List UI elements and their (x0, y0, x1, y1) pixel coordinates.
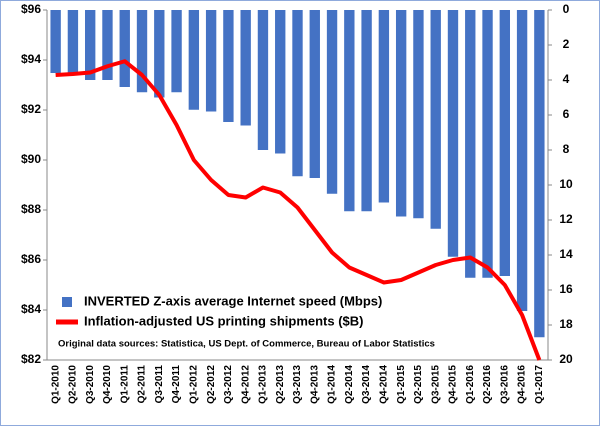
x-tick-label: Q1-2014 (327, 365, 338, 404)
line (55, 59, 542, 361)
x-tick-label: Q2-2010 (68, 365, 79, 404)
y-tick-label: $96 (21, 2, 41, 16)
y2-tick-label: 20 (559, 352, 573, 366)
y2-tick-label: 14 (559, 247, 573, 261)
bar (499, 10, 510, 276)
x-tick-label: Q1-2017 (534, 365, 545, 404)
bar (361, 10, 372, 212)
bar (188, 10, 200, 110)
bar (534, 10, 545, 338)
y-tick-label: $86 (21, 252, 41, 266)
bar (223, 10, 234, 122)
bar (240, 10, 251, 126)
y2-tick-label: 16 (559, 282, 573, 296)
x-tick-label: Q2-2016 (482, 365, 493, 404)
bar (50, 10, 61, 73)
x-tick-label: Q3-2010 (85, 365, 96, 404)
bar (154, 10, 165, 98)
x-tick-label: Q4-2015 (448, 365, 459, 404)
bar (413, 10, 424, 219)
bar (67, 10, 79, 75)
x-tick-label: Q2-2012 (206, 365, 217, 404)
x-tick-label: Q1-2016 (465, 365, 476, 404)
bar (326, 10, 338, 194)
x-tick-label: Q3-2015 (430, 365, 441, 404)
y2-tick-label: 6 (563, 107, 570, 121)
bar (257, 10, 269, 150)
bar (516, 10, 528, 311)
y2-tick-label: 8 (563, 142, 570, 156)
y-tick-label: $94 (21, 52, 41, 66)
note: Original data sources: Statistica, US De… (58, 339, 435, 350)
bar (465, 10, 476, 278)
x-tick-label: Q2-2015 (413, 365, 424, 404)
y2-tick-label: 0 (563, 2, 570, 16)
x-tick-label: Q1-2011 (119, 365, 130, 404)
bar (292, 10, 303, 177)
x-tick-label: Q2-2013 (275, 365, 286, 404)
y2-tick-label: 10 (559, 177, 573, 191)
bar (447, 10, 459, 257)
x-tick-label: Q4-2016 (517, 365, 528, 404)
x-tick-label: Q4-2011 (171, 365, 182, 404)
bar (309, 10, 320, 178)
x-tick-label: Q4-2012 (240, 365, 251, 404)
x-tick-label: Q3-2016 (499, 365, 510, 404)
x-tick-label: Q3-2014 (361, 365, 372, 404)
x-tick-label: Q1-2012 (188, 365, 199, 404)
y-tick-label: $88 (21, 202, 41, 216)
x-tick-label: Q2-2014 (344, 365, 355, 404)
y-tick-label: $82 (21, 352, 41, 366)
bar (119, 10, 130, 87)
bar (378, 10, 390, 203)
bar (482, 10, 493, 278)
bar (85, 10, 96, 80)
bar (275, 10, 286, 154)
x-tick-label: Q4-2013 (309, 365, 320, 404)
x-tick-label: Q2-2011 (137, 365, 148, 404)
x-tick-label: Q3-2013 (292, 365, 303, 404)
bar (136, 10, 148, 93)
y2-tick-label: 4 (563, 72, 570, 86)
legend-label: INVERTED Z-axis average Internet speed (… (84, 293, 382, 308)
y2-tick-label: 12 (559, 212, 573, 226)
bar (395, 10, 407, 217)
legend-label: Inflation-adjusted US printing shipments… (84, 313, 364, 328)
bar (430, 10, 441, 229)
y2-tick-label: 2 (563, 37, 570, 51)
x-tick-label: Q4-2014 (379, 365, 390, 404)
x-tick-label: Q1-2010 (50, 365, 61, 404)
x-tick-label: Q1-2013 (258, 365, 269, 404)
y-tick-label: $90 (21, 152, 41, 166)
legend-swatch (62, 297, 72, 307)
bar (344, 10, 355, 212)
y-tick-label: $84 (21, 302, 41, 316)
x-tick-label: Q3-2011 (154, 365, 165, 404)
bar (102, 10, 113, 80)
bar (171, 10, 182, 93)
y-tick-label: $92 (21, 102, 41, 116)
y2-tick-label: 18 (559, 317, 573, 331)
x-tick-label: Q1-2015 (396, 365, 407, 404)
bar (205, 10, 217, 112)
x-tick-label: Q3-2012 (223, 365, 234, 404)
x-tick-label: Q4-2010 (102, 365, 113, 404)
